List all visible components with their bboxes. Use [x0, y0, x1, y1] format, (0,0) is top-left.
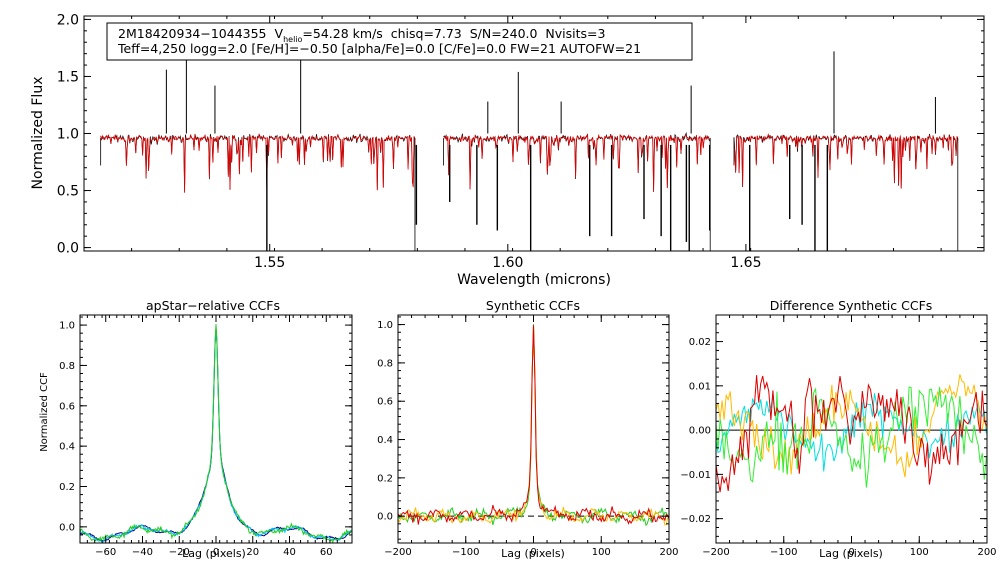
apstar-ccf-plot-area: [80, 324, 352, 543]
synthetic-ccf-ytick-label: 0.2: [377, 473, 393, 484]
difference-ccf-ytick-label: 0.00: [689, 426, 711, 437]
difference-ccf-series-line: [716, 393, 987, 472]
spectrum-observed-line: [100, 133, 416, 192]
synthetic-ccf-ytick-label: 0.4: [377, 435, 393, 446]
spectrum-ytick-label: 0.5: [57, 183, 79, 199]
synthetic-ccf-ytick-label: 0.8: [377, 358, 393, 369]
synthetic-ccf-xtick-label: −100: [452, 547, 479, 558]
apstar-ccf-ytick-label: 0.6: [59, 401, 75, 412]
spectrum-xtick-label: 1.65: [730, 255, 761, 271]
synthetic-ccf-axes-frame: [397, 314, 670, 544]
apstar-ccf-ytick-label: 0.0: [59, 522, 75, 533]
difference-ccf-xtick-label: −200: [702, 547, 729, 558]
spectrum-model-line: [443, 133, 711, 193]
spectrum-ytick-label: 1.0: [57, 126, 79, 142]
apstar-ccf-ytick-label: 0.8: [59, 361, 75, 372]
difference-ccf-plot-area: [716, 374, 987, 493]
difference-ccf-title: Difference Synthetic CCFs: [770, 298, 933, 313]
spectrum-ytick-label: 2.0: [57, 12, 79, 28]
synthetic-ccf-title: Synthetic CCFs: [486, 298, 580, 313]
synthetic-ccf-ytick-label: 1.0: [377, 320, 393, 331]
synthetic-ccf-xtick-label: 200: [659, 547, 678, 558]
spectrum-model-line: [100, 133, 416, 193]
apstar-ccf-ytick-label: 1.0: [59, 321, 75, 332]
apstar-ccf-ytick-label: 0.2: [59, 482, 75, 493]
spectrum-panel: 1.55 1.60 1.65 0.0 0.5 1.0 1.5 2.0 Wavelength (…: [30, 12, 985, 288]
apstar-ccf-xtick-label: −20: [169, 547, 190, 558]
synthetic-ccf-ticks: −200 −100 0 100 200 0.0 0.2 0.4 0.6 0.8 1.0: [377, 315, 679, 558]
apstar-ccf-xtick-label: 20: [246, 547, 259, 558]
spectrum-ytick-label: 1.5: [57, 69, 79, 85]
apstar-ccf-xtick-label: 60: [320, 547, 333, 558]
spectrum-ticks: 1.55 1.60 1.65 0.0 0.5 1.0 1.5 2.0: [57, 12, 984, 271]
difference-ccf-series-line: [716, 375, 987, 493]
synthetic-ccf-xtick-label: −200: [384, 547, 411, 558]
synthetic-ccf-plot-area: [398, 324, 669, 527]
synthetic-ccf-series-line: [398, 325, 669, 525]
apstar-ccf-xtick-label: −60: [95, 547, 116, 558]
apstar-ccf-series-line: [80, 328, 352, 543]
apstar-ccf-title: apStar−relative CCFs: [146, 298, 280, 313]
difference-ccf-ytick-label: −0.02: [680, 514, 711, 525]
difference-ccf-ticks: −200 −100 0 100 200 −0.02 −0.01 0.00 0.01 0.02: [680, 315, 997, 558]
difference-ccf-ytick-label: 0.02: [689, 337, 711, 348]
annotation-frame: [106, 22, 693, 61]
apstar-ccf-axes-frame: [79, 314, 353, 544]
spectrum-plot-area: [100, 47, 959, 251]
apstar-ccf-series-line: [80, 324, 352, 543]
synthetic-ccf-xtick-label: 0: [530, 547, 536, 558]
annotation-v-sub: helio: [283, 35, 302, 44]
annotation-line-2: Teff=4,250 logg=2.0 [Fe/H]=−0.50 [alpha/…: [117, 41, 641, 56]
annotation-v-rest: =54.28 km/s chisq=7.73 S/N=240.0 Nvisits…: [302, 26, 605, 41]
annotation-v-prefix: V: [275, 26, 284, 41]
annotation-star-id: 2M18420934−1044355: [118, 26, 267, 41]
synthetic-ccf-series-line: [398, 324, 669, 527]
apstar-ccf-xtick-label: 0: [213, 547, 219, 558]
apstar-ccf-xtick-label: −40: [132, 547, 153, 558]
synthetic-ccf-panel: Synthetic CCFs −200 −100 0 100 200 0.0 0.2 0.4 0…: [377, 298, 678, 560]
spectrum-model-line: [733, 132, 959, 189]
difference-ccf-ytick-label: 0.01: [689, 381, 711, 392]
apstar-ccf-panel: apStar−relative CCFs −60 −40 −20 0 20 40 60 0.0…: [39, 298, 353, 560]
apstar-ccf-xlabel: Lag (pixels): [182, 547, 246, 560]
spectrum-xlabel: Wavelength (microns): [457, 272, 611, 288]
difference-ccf-xtick-label: −100: [770, 547, 797, 558]
spectrum-xtick-label: 1.55: [254, 255, 285, 271]
difference-ccf-ytick-label: −0.01: [680, 470, 711, 481]
difference-ccf-panel: Difference Synthetic CCFs −200 −100 0 100 20…: [680, 298, 996, 560]
synthetic-ccf-ytick-label: 0.6: [377, 397, 393, 408]
difference-ccf-xtick-label: 200: [977, 547, 996, 558]
apstar-ccf-ytick-label: 0.4: [59, 442, 75, 453]
apstar-ccf-ticks: −60 −40 −20 0 20 40 60 0.0 0.2 0.4 0.6 0.8 1.0: [59, 315, 353, 558]
apstar-ccf-series-line: [80, 328, 352, 542]
difference-ccf-xtick-label: 0: [848, 547, 854, 558]
difference-ccf-xlabel: Lag (pixels): [819, 547, 883, 560]
difference-ccf-xtick-label: 100: [910, 547, 929, 558]
difference-ccf-series-line: [716, 386, 987, 488]
synthetic-ccf-xtick-label: 100: [592, 547, 611, 558]
apstar-ccf-ylabel: Normalized CCF: [39, 372, 50, 452]
annotation-line-1: 2M18420934−1044355 Vhelio=54.28 km/s chis…: [118, 26, 605, 44]
synthetic-ccf-xlabel: Lag (pixels): [501, 547, 565, 560]
synthetic-ccf-ytick-label: 0.0: [377, 512, 393, 523]
spectrum-ytick-label: 0.0: [57, 240, 79, 256]
spectrum-xtick-label: 1.60: [492, 255, 523, 271]
spectrum-ylabel: Normalized Flux: [30, 77, 46, 190]
synthetic-ccf-series-line: [398, 325, 669, 526]
apstar-ccf-xtick-label: 40: [283, 547, 296, 558]
spectrum-annotation-box: 2M18420934−1044355 Vhelio=54.28 km/s chis…: [106, 22, 693, 61]
